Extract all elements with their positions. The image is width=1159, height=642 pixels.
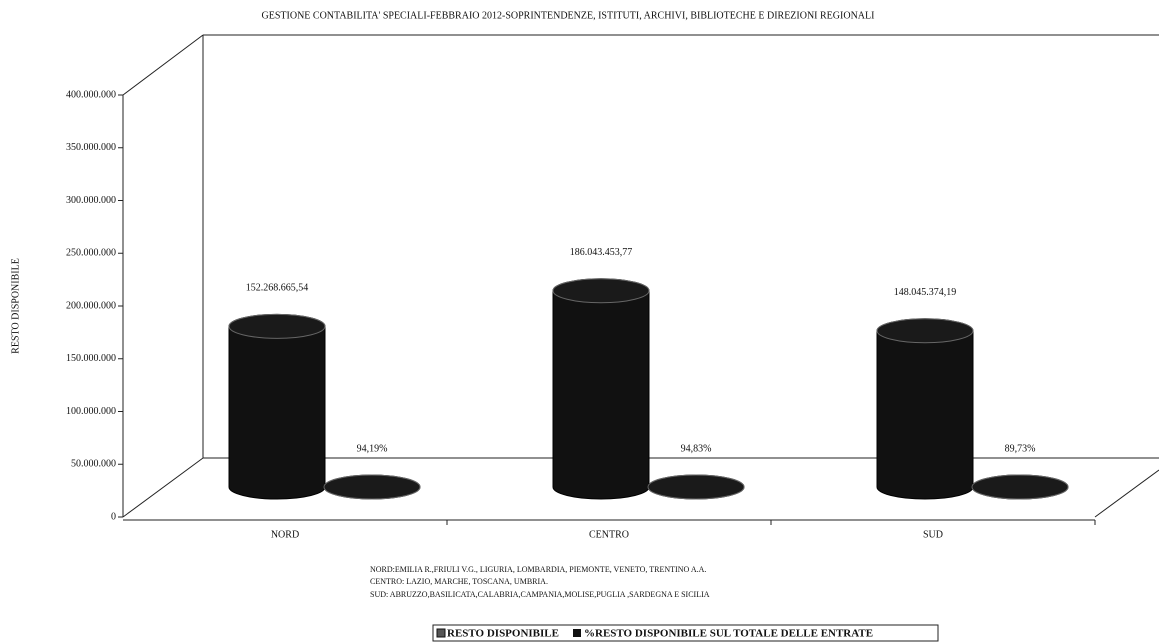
note: CENTRO: LAZIO, MARCHE, TOSCANA, UMBRIA. <box>370 577 548 586</box>
cylinder-top <box>552 278 650 304</box>
value-label: 94,83% <box>681 443 712 454</box>
value-label: 89,73% <box>1005 443 1036 454</box>
value-label: 94,19% <box>357 443 388 454</box>
value-label: 152.268.665,54 <box>246 283 309 294</box>
value-label: 186.043.453,77 <box>570 247 633 258</box>
cylinder <box>552 278 650 500</box>
side-wall-top <box>122 34 204 96</box>
y-tick-label: 350.000.000 <box>66 142 116 153</box>
x-tick-label: SUD <box>923 529 943 540</box>
x-tick-label: CENTRO <box>589 529 629 540</box>
y-tick-label: 300.000.000 <box>66 195 116 206</box>
floor-right-edge <box>1094 469 1159 518</box>
y-tick-label: 200.000.000 <box>66 300 116 311</box>
value-label: 148.045.374,19 <box>894 287 957 298</box>
floor-side-edge <box>122 457 204 518</box>
cylinder <box>876 318 974 500</box>
y-tick-label: 50.000.000 <box>71 459 116 470</box>
cylinder-top <box>323 474 421 500</box>
y-tick-label: 100.000.000 <box>66 406 116 417</box>
y-tick-label: 150.000.000 <box>66 353 116 364</box>
cylinder-top <box>228 313 326 339</box>
y-tick-label: 250.000.000 <box>66 248 116 259</box>
legend-swatch <box>573 629 581 637</box>
cylinder-top <box>971 474 1069 500</box>
cylinder <box>228 313 326 500</box>
cylinder-top <box>647 474 745 500</box>
legend-swatch <box>436 628 446 638</box>
note: NORD:EMILIA R.,FRIULI V.G., LIGURIA, LOM… <box>370 565 706 574</box>
y-tick-label: 400.000.000 <box>66 89 116 100</box>
legend-label: RESTO DISPONIBILE <box>447 628 559 640</box>
legend-box <box>432 624 939 642</box>
note: SUD: ABRUZZO,BASILICATA,CALABRIA,CAMPANI… <box>370 590 710 599</box>
cylinder-top <box>876 318 974 344</box>
x-tick-label: NORD <box>271 529 299 540</box>
legend-label: %RESTO DISPONIBILE SUL TOTALE DELLE ENTR… <box>584 628 873 640</box>
chart-title: GESTIONE CONTABILITA' SPECIALI-FEBBRAIO … <box>262 10 875 21</box>
y-tick-label: 0 <box>111 511 116 522</box>
y-axis-label: RESTO DISPONIBILE <box>10 258 21 354</box>
